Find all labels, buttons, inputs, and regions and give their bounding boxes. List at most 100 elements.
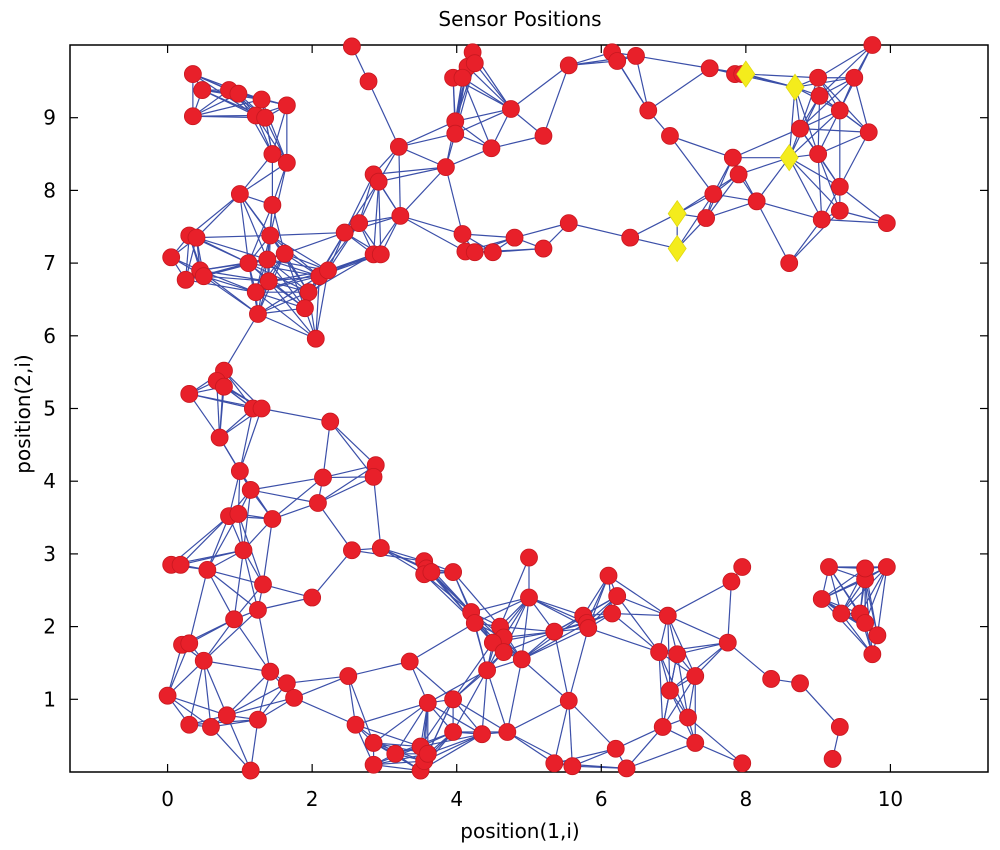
- edge-link: [499, 557, 530, 627]
- edge-link: [521, 627, 589, 660]
- edge-link: [568, 700, 617, 750]
- edge-link: [373, 702, 429, 744]
- edge-link: [203, 609, 259, 662]
- sensor-marker: [791, 674, 809, 693]
- edge-link: [373, 166, 446, 176]
- sensor-marker: [465, 243, 484, 262]
- sensor-marker: [679, 708, 697, 727]
- edge-link: [355, 702, 428, 726]
- sensor-marker: [780, 254, 799, 273]
- edge-link: [226, 671, 271, 716]
- edge-link: [399, 166, 447, 217]
- edge-link: [250, 476, 324, 491]
- edge-link: [203, 275, 259, 315]
- sensor-markers: [158, 36, 896, 780]
- edge-link: [203, 660, 271, 673]
- edge-link: [255, 291, 317, 340]
- edge-link: [616, 60, 649, 111]
- sensor-marker: [653, 718, 672, 736]
- sensor-marker: [187, 228, 206, 247]
- edge-link: [821, 598, 873, 655]
- sensor-marker: [723, 148, 742, 167]
- sensor-marker: [263, 510, 282, 528]
- sensor-marker: [465, 54, 484, 73]
- edge-link: [315, 276, 320, 339]
- sensor-marker: [258, 250, 277, 269]
- sensor-marker: [259, 272, 278, 291]
- sensor-marker: [254, 575, 272, 594]
- edge-link: [203, 275, 269, 282]
- edge-link: [745, 73, 819, 79]
- sensor-marker: [339, 667, 358, 685]
- sensor-marker: [830, 718, 849, 736]
- edge-link: [626, 726, 664, 769]
- edge-link: [317, 476, 374, 504]
- sensor-marker: [422, 563, 441, 581]
- sensor-marker: [823, 750, 842, 768]
- edge-link: [507, 700, 570, 733]
- sensor-marker: [215, 377, 233, 396]
- y-tick-label: 4: [43, 469, 56, 493]
- edge-link: [322, 464, 376, 479]
- x-axis-ticks: 0 2 4 6 8 10: [161, 45, 903, 811]
- sensor-marker: [418, 744, 437, 763]
- edge-link: [242, 489, 252, 551]
- sensor-marker: [444, 563, 463, 581]
- edge-link: [250, 489, 319, 504]
- sensor-marker: [697, 209, 715, 227]
- edge-link: [452, 669, 488, 733]
- sensor-marker: [830, 177, 849, 196]
- sensor-marker: [686, 667, 705, 685]
- edge-link: [788, 219, 823, 264]
- edge-link: [821, 218, 887, 224]
- sensor-marker: [453, 68, 472, 87]
- sensor-marker: [183, 65, 202, 83]
- sensor-marker: [299, 283, 318, 302]
- edge-link: [247, 204, 273, 264]
- sensor-marker: [830, 201, 849, 220]
- edge-link: [817, 154, 823, 220]
- edge-link: [521, 658, 570, 702]
- sensor-marker: [252, 90, 271, 109]
- edge-link: [514, 222, 569, 239]
- edge-link: [233, 618, 271, 673]
- edge-link: [821, 566, 888, 600]
- sensor-marker: [371, 539, 390, 557]
- edge-link: [317, 464, 377, 504]
- edge-link: [461, 77, 492, 149]
- sensor-marker: [520, 588, 538, 607]
- edge-link: [452, 698, 508, 733]
- edge-link: [554, 748, 616, 764]
- sensor-marker: [729, 165, 748, 184]
- sensor-marker: [639, 101, 658, 120]
- sensor-marker: [877, 214, 896, 233]
- edge-link: [788, 157, 841, 188]
- sensor-marker: [650, 643, 669, 661]
- x-tick-label: 0: [161, 787, 174, 811]
- edge-link: [257, 275, 320, 315]
- sensor-marker: [230, 462, 249, 480]
- edge-link: [270, 231, 345, 237]
- sensor-marker: [733, 558, 752, 576]
- sensor-marker: [249, 600, 267, 619]
- edge-link: [351, 549, 425, 562]
- sensor-marker: [668, 645, 687, 664]
- sensor-marker: [845, 68, 864, 87]
- edge-link: [676, 654, 689, 718]
- edge-link: [420, 698, 454, 747]
- sensor-marker: [158, 686, 177, 705]
- sensor-marker: [483, 243, 502, 262]
- edge-link: [400, 215, 463, 235]
- sensor-marker: [285, 688, 303, 707]
- sensor-marker: [863, 645, 882, 664]
- edge-link: [203, 275, 256, 293]
- edge-link: [452, 651, 505, 700]
- sensor-marker: [718, 633, 737, 652]
- edge-link: [196, 193, 241, 239]
- edge-link: [207, 569, 264, 586]
- edge-link: [445, 166, 464, 235]
- sensor-marker: [545, 754, 564, 773]
- edge-link: [647, 67, 711, 111]
- edge-link: [226, 715, 252, 771]
- edge-link: [799, 77, 819, 129]
